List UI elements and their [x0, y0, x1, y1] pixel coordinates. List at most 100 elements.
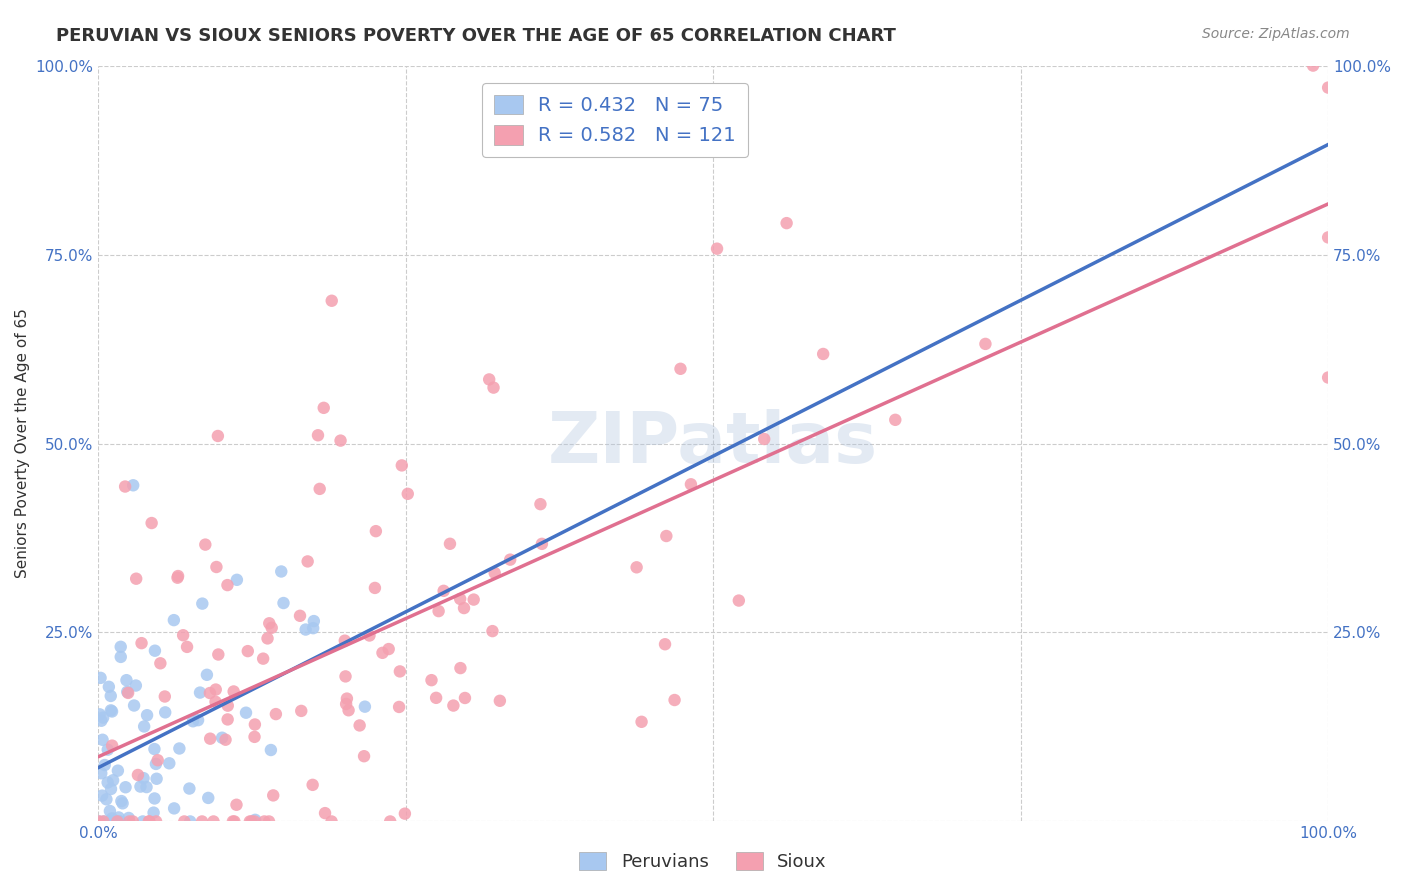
Point: [214, 732, 236, 747]
Legend: Peruvians, Sioux: Peruvians, Sioux: [572, 845, 834, 879]
Point: [439, 537, 461, 551]
Point: [679, 477, 702, 491]
Point: [669, 361, 692, 376]
Text: Source: ZipAtlas.com: Source: ZipAtlas.com: [1202, 27, 1350, 41]
Point: [198, 686, 221, 700]
Point: [172, 628, 194, 642]
Point: [90, 766, 112, 780]
Point: [110, 794, 132, 808]
Point: [321, 814, 343, 829]
Point: [204, 695, 226, 709]
Point: [654, 637, 676, 651]
Point: [105, 814, 128, 829]
Point: [89, 814, 111, 829]
Point: [101, 739, 124, 753]
Point: [107, 764, 129, 778]
Point: [396, 487, 419, 501]
Point: [146, 753, 169, 767]
Point: [93, 814, 115, 829]
Point: [449, 661, 471, 675]
Point: [96, 792, 118, 806]
Point: [314, 806, 336, 821]
Point: [134, 719, 156, 733]
Point: [100, 689, 122, 703]
Point: [302, 614, 325, 628]
Point: [125, 572, 148, 586]
Text: PERUVIAN VS SIOUX SENIORS POVERTY OVER THE AGE OF 65 CORRELATION CHART: PERUVIAN VS SIOUX SENIORS POVERTY OVER T…: [56, 27, 896, 45]
Point: [530, 537, 553, 551]
Point: [97, 742, 120, 756]
Point: [136, 708, 159, 723]
Point: [118, 811, 141, 825]
Point: [143, 742, 166, 756]
Point: [122, 698, 145, 713]
Point: [481, 624, 503, 639]
Point: [257, 814, 280, 829]
Point: [1317, 80, 1340, 95]
Point: [252, 651, 274, 665]
Point: [217, 578, 239, 592]
Point: [167, 569, 190, 583]
Point: [630, 714, 652, 729]
Point: [101, 773, 124, 788]
Point: [371, 646, 394, 660]
Point: [706, 242, 728, 256]
Point: [974, 337, 997, 351]
Point: [173, 814, 195, 829]
Point: [288, 608, 311, 623]
Point: [260, 621, 283, 635]
Point: [222, 814, 245, 829]
Point: [335, 697, 357, 711]
Point: [354, 699, 377, 714]
Point: [349, 718, 371, 732]
Point: [117, 686, 139, 700]
Point: [222, 684, 245, 698]
Point: [90, 671, 112, 685]
Point: [884, 413, 907, 427]
Point: [243, 717, 266, 731]
Point: [179, 814, 201, 829]
Point: [1317, 370, 1340, 384]
Point: [169, 741, 191, 756]
Point: [138, 814, 160, 829]
Point: [163, 613, 186, 627]
Point: [353, 749, 375, 764]
Point: [1317, 230, 1340, 244]
Point: [89, 707, 111, 722]
Point: [420, 673, 443, 688]
Point: [202, 814, 225, 829]
Point: [204, 682, 226, 697]
Point: [176, 640, 198, 654]
Point: [132, 771, 155, 785]
Point: [198, 731, 221, 746]
Point: [262, 789, 284, 803]
Point: [187, 713, 209, 727]
Point: [775, 216, 797, 230]
Point: [336, 691, 359, 706]
Point: [260, 743, 283, 757]
Point: [264, 707, 287, 722]
Point: [97, 814, 120, 829]
Point: [727, 593, 749, 607]
Text: ZIPatlas: ZIPatlas: [548, 409, 879, 478]
Point: [111, 797, 134, 811]
Point: [243, 730, 266, 744]
Point: [529, 497, 551, 511]
Point: [181, 714, 204, 729]
Point: [377, 642, 399, 657]
Point: [626, 560, 648, 574]
Point: [335, 669, 357, 683]
Point: [441, 698, 464, 713]
Point: [107, 810, 129, 824]
Point: [207, 648, 229, 662]
Point: [243, 814, 266, 829]
Point: [163, 801, 186, 815]
Point: [98, 804, 121, 818]
Point: [131, 636, 153, 650]
Point: [211, 731, 233, 745]
Point: [297, 554, 319, 568]
Point: [270, 565, 292, 579]
Point: [143, 791, 166, 805]
Point: [427, 604, 450, 618]
Point: [463, 592, 485, 607]
